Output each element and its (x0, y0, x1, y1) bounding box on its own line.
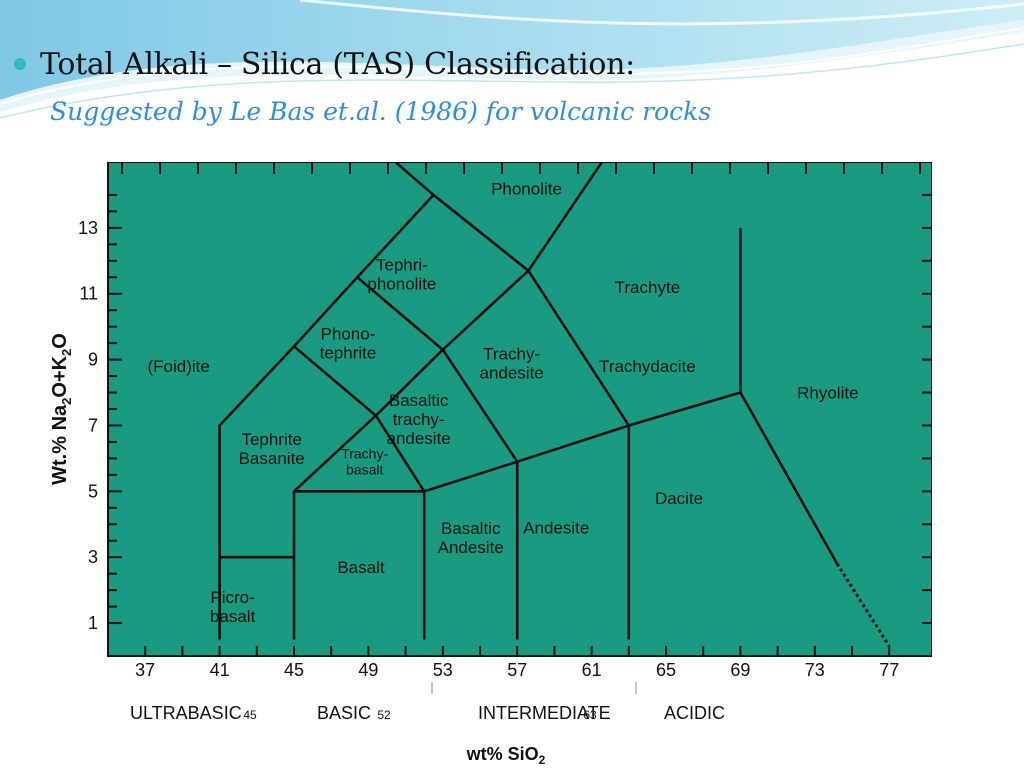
x-tick-label: 61 (582, 660, 602, 680)
x-axis-label: wt% SiO2 (466, 744, 546, 767)
field-label: Andesite (523, 519, 589, 538)
field-label: Trachy- (483, 344, 540, 363)
field-label: tephrite (320, 344, 377, 363)
field-label: Andesite (438, 538, 504, 557)
field-label: Phono- (321, 325, 376, 344)
field-label: andesite (479, 363, 543, 382)
field-label: Tephri- (376, 255, 428, 274)
field-label: (Foid)ite (148, 357, 210, 376)
x-tick-label: 57 (507, 660, 527, 680)
field-boundary (441, 349, 519, 640)
class-label: 45 (243, 708, 257, 722)
x-tick-label: 37 (135, 660, 155, 680)
field-label: Trachy- (341, 446, 388, 462)
field-label: Rhyolite (797, 383, 858, 402)
field-label: Trachyte (615, 278, 681, 297)
class-label: BASIC (317, 703, 371, 723)
x-tick-label: 73 (805, 660, 825, 680)
field-boundary (218, 162, 435, 640)
field-label: Dacite (655, 489, 703, 508)
y-axis-label: Wt.% Na2O+K2O (49, 333, 74, 485)
tas-diagram: Phonolite Tephri-phonolite Trachyte Phono-t… (49, 162, 932, 767)
field-label: Basaltic (441, 519, 501, 538)
slide-subtitle: Suggested by Le Bas et.al. (1986) for vo… (50, 97, 712, 126)
field-label: Phonolite (491, 179, 562, 198)
field-boundary (293, 345, 426, 493)
field-label: basalt (210, 607, 256, 626)
field-label: trachy- (393, 410, 445, 429)
y-tick-label: 3 (88, 547, 98, 567)
field-label: Tephrite (241, 430, 301, 449)
x-tick-label: 69 (730, 660, 750, 680)
field-label: Basanite (239, 449, 305, 468)
y-tick-label: 13 (78, 218, 98, 238)
class-label: ULTRABASIC (130, 703, 242, 723)
field-boundary (432, 193, 631, 640)
field-boundary (356, 276, 444, 351)
class-label: ACIDIC (664, 703, 725, 723)
x-tick-label: 53 (433, 660, 453, 680)
field-boundary (739, 391, 839, 565)
field-label: Trachydacite (599, 357, 696, 376)
x-tick-label: 65 (656, 660, 676, 680)
y-tick-label: 11 (79, 284, 98, 304)
field-label: Basalt (337, 558, 385, 577)
class-label: 52 (377, 708, 391, 722)
header-wave-decoration (0, 0, 1024, 119)
field-label: andesite (386, 429, 450, 448)
dashed-boundary (835, 562, 891, 647)
y-tick-label: 1 (88, 613, 98, 633)
x-tick-label: 49 (358, 660, 378, 680)
x-tick-label: 41 (210, 660, 230, 680)
class-label: INTERMEDIATE (478, 703, 611, 723)
slide-title: Total Alkali – Silica (TAS) Classificati… (40, 46, 635, 82)
x-tick-label: 77 (879, 660, 899, 680)
y-tick-label: 7 (88, 415, 98, 435)
field-boundary (292, 162, 604, 640)
field-label: basalt (346, 462, 383, 478)
y-tick-label: 5 (88, 481, 98, 501)
field-label: phonolite (367, 274, 436, 293)
class-label: 63 (583, 708, 597, 722)
field-label: Basaltic (389, 391, 449, 410)
y-tick-label: 9 (88, 350, 98, 370)
plot-area (107, 162, 932, 657)
field-label: Picro- (210, 588, 254, 607)
x-tick-label: 45 (284, 660, 304, 680)
bullet-icon (14, 58, 26, 70)
